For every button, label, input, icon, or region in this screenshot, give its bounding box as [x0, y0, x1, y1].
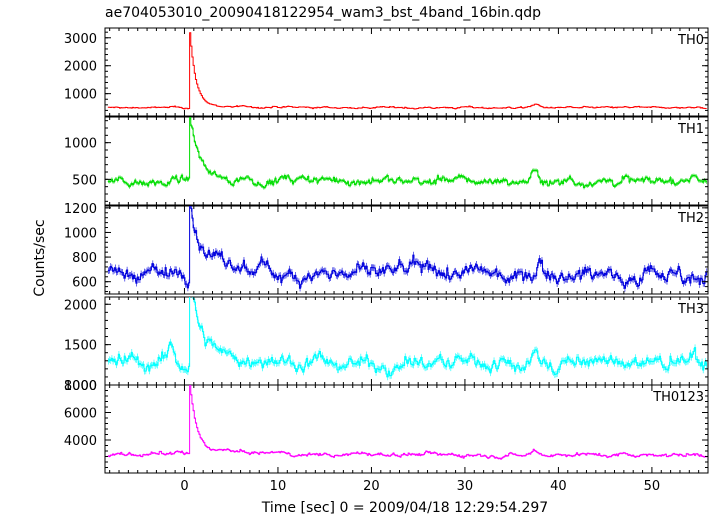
panel-name-label: TH0 — [677, 33, 704, 48]
y-tick-label: 2000 — [64, 60, 97, 75]
y-tick-label: 1500 — [64, 339, 97, 354]
panel-th3: 1000 1500 2000 TH3 — [64, 296, 709, 394]
panel-frame — [104, 384, 709, 474]
series-th3 — [107, 297, 708, 381]
y-tick-label: 500 — [72, 173, 97, 188]
series-line — [107, 385, 707, 460]
y-tick-label: 1000 — [64, 88, 97, 103]
y-axis-title: Counts/sec — [32, 219, 48, 296]
x-tick-label: 0 — [180, 479, 188, 494]
y-tick-label: 600 — [72, 276, 97, 291]
y-tick-label: 2000 — [64, 298, 97, 313]
series-th1 — [107, 117, 708, 190]
panel-th0123: 4000 6000 8000 TH0123 — [64, 379, 709, 474]
series-th0 — [107, 32, 708, 110]
panel-name-label: TH2 — [677, 211, 704, 226]
chart-title: ae704053010_20090418122954_wam3_bst_4ban… — [105, 5, 541, 21]
y-tick-label: 3000 — [64, 32, 97, 47]
series-line — [107, 297, 707, 378]
series-line — [107, 32, 707, 110]
y-tick-label: 1000 — [64, 137, 97, 152]
panel-name-label: TH1 — [677, 122, 704, 137]
panel-name-label: TH3 — [677, 302, 704, 317]
panel-frame — [104, 205, 709, 295]
y-tick-label: 6000 — [64, 407, 97, 422]
series-line — [107, 206, 707, 289]
y-tick-label: 1200 — [64, 202, 97, 217]
panel-th1: 500 1000 TH1 — [64, 116, 709, 206]
y-tick-label: 800 — [72, 251, 97, 266]
x-tick-label: 50 — [644, 479, 661, 494]
series-errorbars — [108, 297, 708, 381]
series-th2 — [107, 206, 708, 292]
x-axis-title: Time [sec] 0 = 2009/04/18 12:29:54.297 — [261, 500, 548, 516]
x-tick-label: 10 — [270, 479, 287, 494]
y-tick-label: 1000 — [64, 226, 97, 241]
x-tick-label: 20 — [363, 479, 380, 494]
y-tick-label: 4000 — [64, 434, 97, 449]
series-errorbars — [108, 206, 708, 292]
y-tick-label: 1000 — [64, 379, 97, 394]
y-tick-label: 8000 — [64, 379, 97, 394]
series-th0123 — [107, 385, 708, 460]
panel-frame — [104, 27, 709, 117]
panel-th2: 600 800 1000 1200 TH2 — [64, 202, 709, 295]
x-tick-label: 40 — [550, 479, 567, 494]
x-tick-label: 30 — [457, 479, 474, 494]
panel-th0: 1000 2000 3000 TH0 — [64, 27, 709, 117]
series-line — [107, 117, 707, 189]
panel-name-label: TH0123 — [652, 390, 704, 405]
series-errorbars — [108, 393, 708, 460]
series-errorbars — [108, 117, 708, 190]
series-errorbars — [108, 32, 708, 110]
panel-frame — [104, 116, 709, 206]
